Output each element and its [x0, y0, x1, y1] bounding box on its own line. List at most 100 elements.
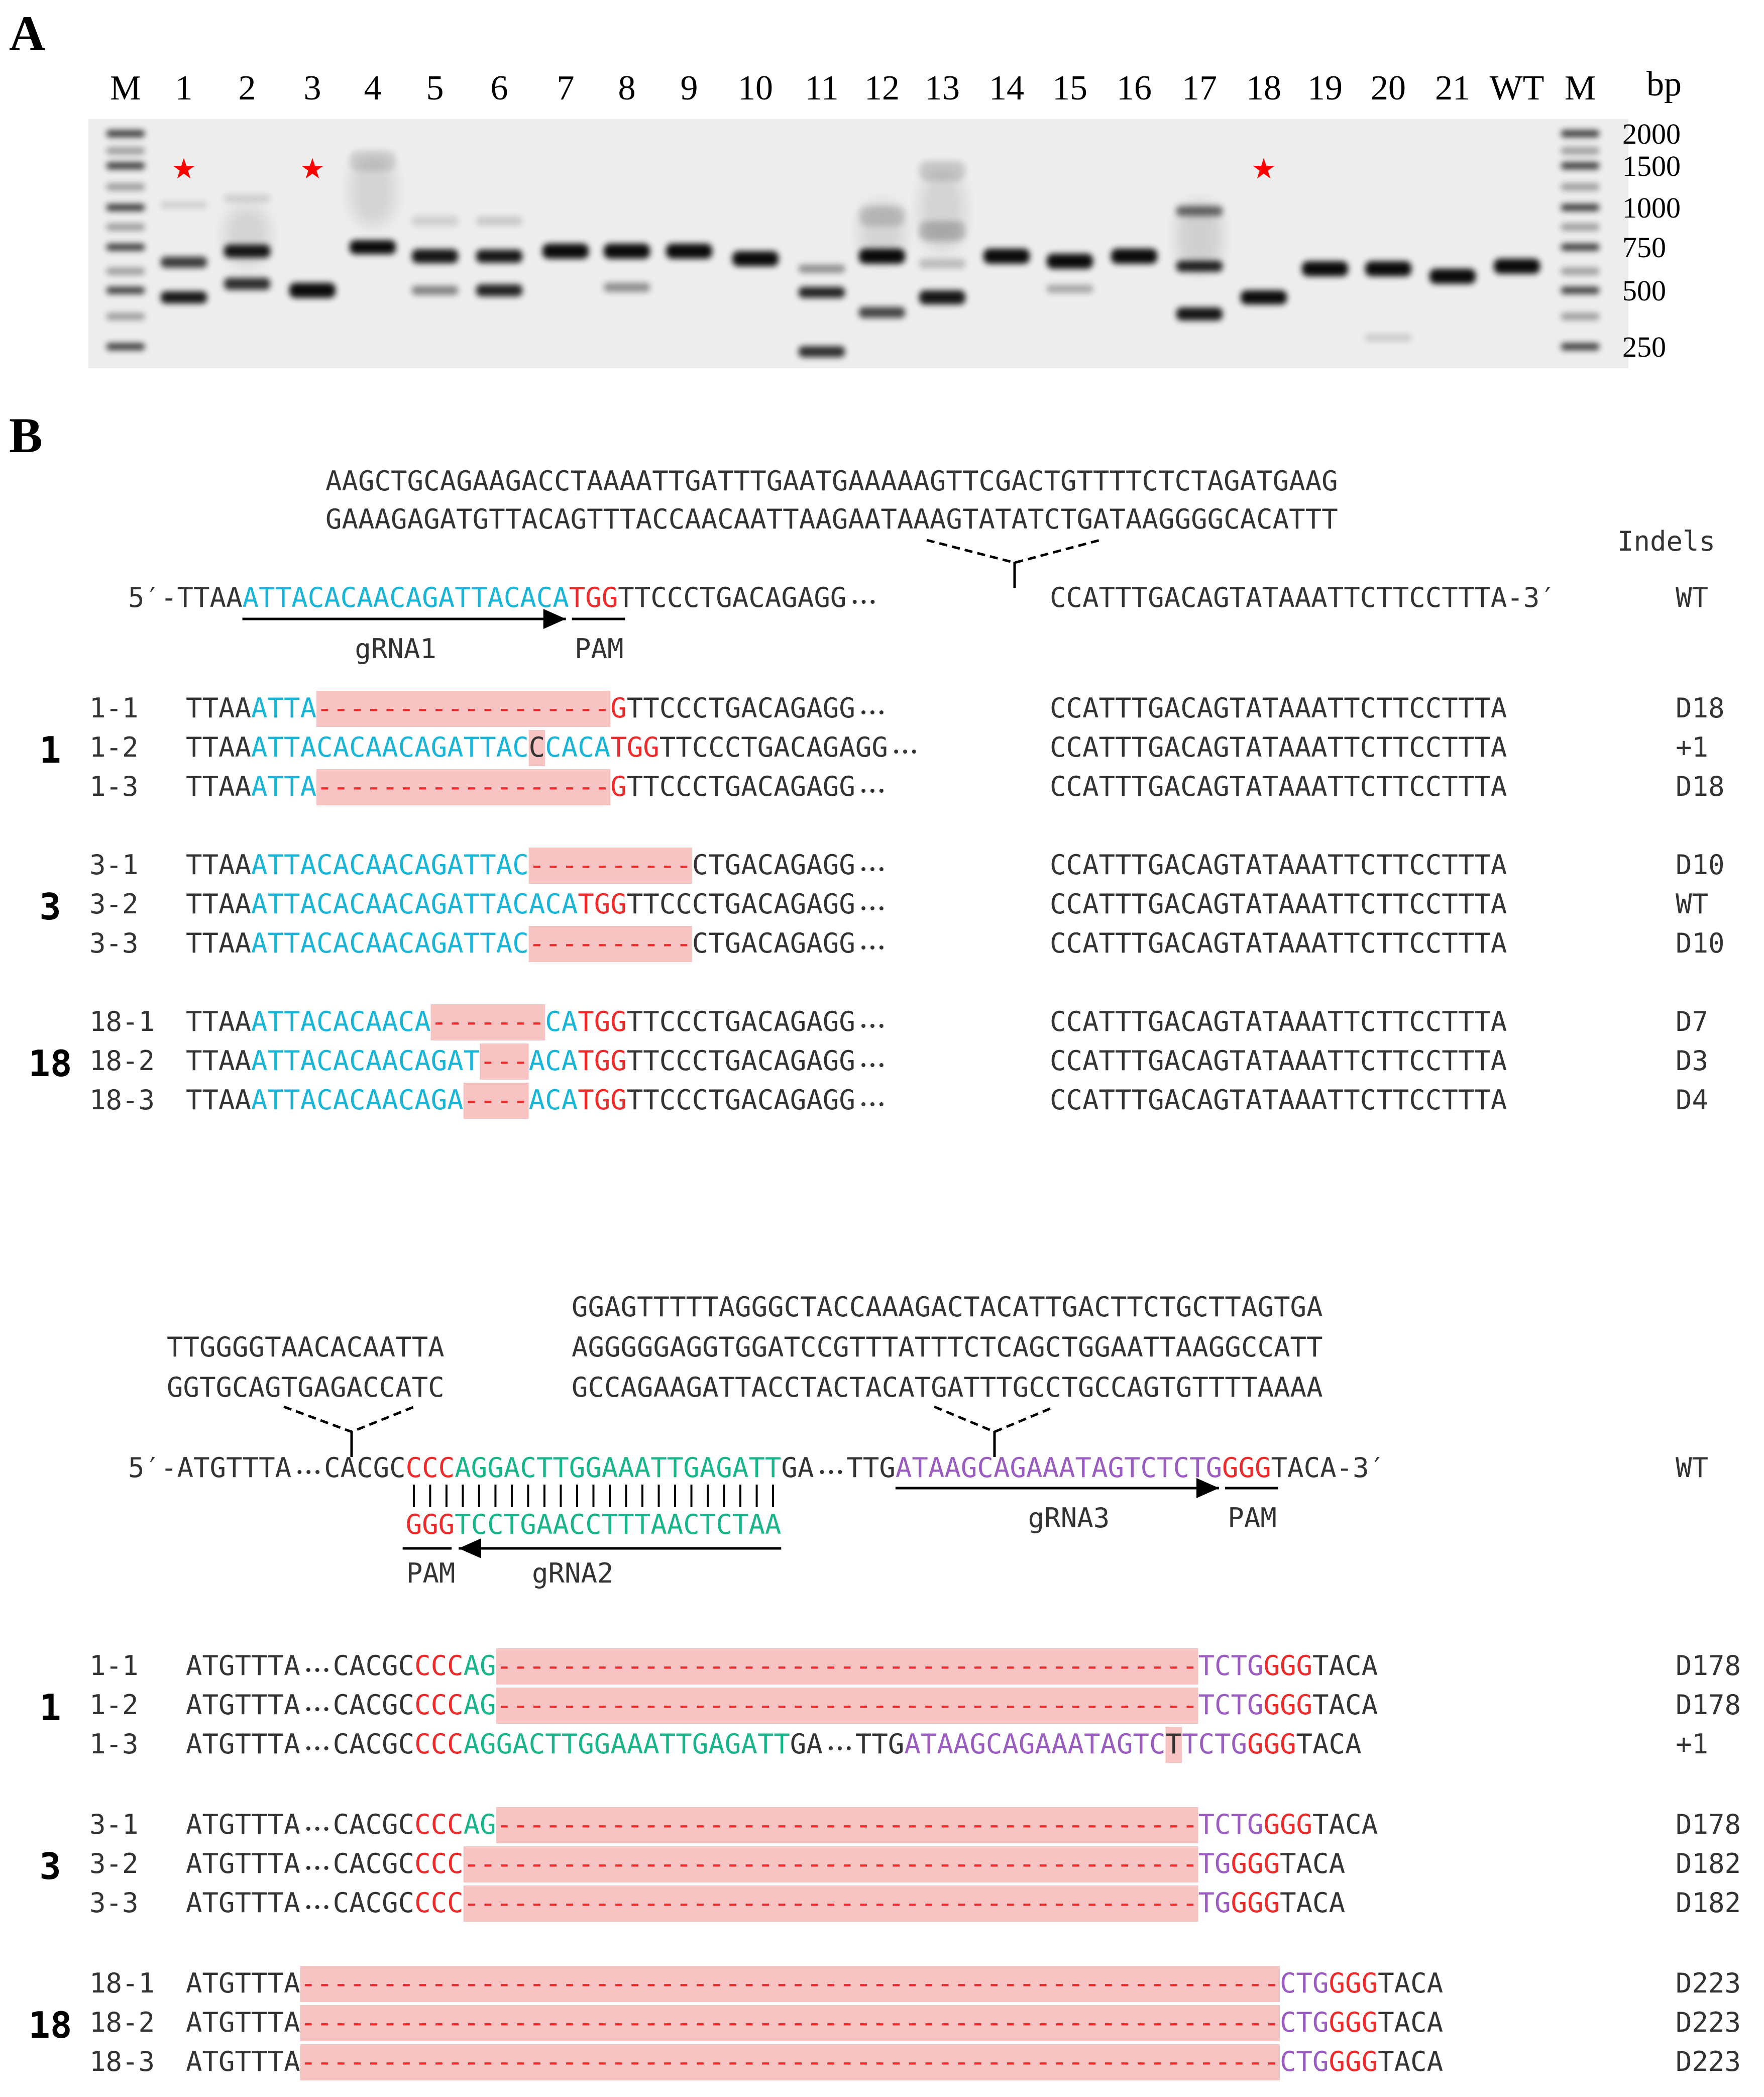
clone-number: 1 — [39, 729, 61, 771]
lane-label: M — [1565, 69, 1596, 108]
gel-band — [225, 206, 270, 266]
sequence-segment: TACA — [1280, 1887, 1345, 1919]
deletion-highlight — [300, 2005, 1280, 2041]
row-id: 3-2 — [89, 1848, 139, 1879]
sequence-right: CCATTTGACAGTATAAATTCTTCCTTTA — [1050, 771, 1507, 802]
deletion-dashes: ------------------ — [316, 771, 610, 802]
sequence-segment: ACA — [529, 1045, 578, 1077]
gel-band — [106, 224, 145, 231]
stars: ★ ★ ★ — [171, 153, 1276, 185]
gel-band — [289, 283, 336, 298]
sequence-segment: ATGTTTA — [186, 1650, 300, 1682]
sequence-segment: T — [1165, 1728, 1182, 1760]
sequence-segment: GGG — [1231, 1887, 1280, 1919]
clone-number: 1 — [39, 1687, 61, 1729]
ellipsis-dots — [861, 1102, 884, 1106]
sequence-segment: CCC — [414, 1689, 464, 1721]
deletion-highlight — [496, 1648, 1198, 1685]
gel-band — [919, 259, 965, 269]
base-pair-ticks — [412, 1485, 775, 1507]
sequence-segment: ATGTTTA — [186, 1887, 300, 1919]
sequence-segment: TACA — [1312, 1809, 1378, 1840]
sequence-segment: GGG — [1329, 2046, 1378, 2077]
gel-band — [106, 183, 145, 190]
ladder-label: 1000 — [1622, 191, 1681, 224]
sequence-right: CCATTTGACAGTATAAATTCTTCCTTTA — [1050, 731, 1507, 763]
sequence-segment: ATGTTTA — [186, 1689, 300, 1721]
alignment-row: 18-2 ATGTTTA -----------------------------… — [89, 2005, 1741, 2041]
clone-number: 18 — [29, 2004, 72, 2046]
sequence-segment: ATTACACAACAGATTAC — [251, 731, 529, 763]
sequence-mid: TTCCCTGACAGAGG — [627, 1045, 855, 1077]
row-id: 18-1 — [89, 1967, 155, 1999]
sequence-segment: ATTACACAACAGAT — [251, 1045, 480, 1077]
indel-value: D10 — [1676, 849, 1725, 881]
alignment-row: 3-2 ATGTTTA ··· CACGC CCC -------------------… — [89, 1846, 1741, 1882]
indels-header: Indels — [1617, 526, 1715, 557]
sequence-segment: CACGC — [333, 1689, 415, 1721]
wt-sequence-segment: CACGC — [324, 1452, 406, 1484]
row-id: 18-1 — [89, 1006, 155, 1037]
sequence-segment: TGG — [578, 1006, 627, 1037]
deletion-dashes: ----------------------------------------… — [464, 1887, 1198, 1919]
sequence-mid: TTCCCTGACAGAGG — [627, 771, 855, 802]
row-id: 1-1 — [89, 1650, 139, 1682]
sequence-segment: ATGTTTA — [186, 1728, 300, 1760]
sequence-right: CCATTTGACAGTATAAATTCTTCCTTTA — [1050, 888, 1507, 920]
wt-grna3-sequence: ATAAGCAGAAATAGTCTCTG — [896, 1452, 1222, 1484]
row-id: 3-2 — [89, 888, 139, 920]
wt-pam-sequence: GGG — [1222, 1452, 1271, 1484]
sequence-mid: TTCCCTGACAGAGG — [627, 1006, 855, 1037]
deletion-highlight — [463, 1083, 529, 1119]
ellipsis-dots — [306, 1746, 328, 1750]
insert-sequence-line: TTGGGGTAACACAATTA — [167, 1331, 445, 1363]
gel-band — [1561, 287, 1599, 294]
ladder-label: 2000 — [1622, 118, 1681, 150]
ellipsis-dots — [306, 1827, 328, 1831]
ladder-label: 250 — [1622, 331, 1666, 363]
gel-band — [542, 244, 589, 259]
gel-band — [1047, 254, 1093, 269]
indel-value: D223 — [1676, 1967, 1741, 1999]
alignment-row: 1-2 ATGTTTA ··· CACGC CCC AG -----------------… — [89, 1688, 1741, 1724]
sequence-segment: GGG — [1329, 2007, 1378, 2038]
sequence-right: CCATTTGACAGTATAAATTCTTCCTTTA — [1050, 1006, 1507, 1037]
sequence-segment: CACGC — [333, 1887, 415, 1919]
gel-band — [1302, 261, 1348, 276]
lane-label: 2 — [239, 69, 256, 108]
lane-label: 4 — [364, 69, 382, 108]
sequence-segment: G — [610, 692, 627, 724]
gel-band — [1176, 307, 1223, 321]
clone-group-1: 11-1 TTAA ATTA ------------------ G TTCCCTGAC… — [39, 691, 1725, 805]
lane-label: 17 — [1182, 69, 1217, 108]
deletion-highlight — [528, 926, 692, 962]
lane-label: 16 — [1117, 69, 1152, 108]
gel-band — [1047, 285, 1093, 293]
alignment-row: 18-1 TTAA ATTACACAACA ------- CA TGG TTCCCTGAC… — [89, 1004, 1708, 1040]
sequence-segment: CTG — [1280, 2007, 1329, 2038]
sequence-segment: ATGTTTA — [186, 1967, 300, 1999]
bp-title: bp — [1646, 65, 1682, 103]
ellipsis-dots — [297, 1470, 320, 1474]
insertion-connector — [934, 1405, 1055, 1433]
alignment-row: 1-3 ATGTTTA ··· CACGC CCC AGGACTTGGAAATTGAGAT… — [89, 1727, 1708, 1763]
sequence-mid: CTGACAGAGG — [692, 927, 855, 959]
sequence-segment: TACA — [1378, 2007, 1443, 2038]
wt-grna1-sequence: ATTACACAACAGATTACACA — [243, 582, 569, 613]
indel-value: D178 — [1676, 1809, 1741, 1840]
clone-group-1: 11-1 ATGTTTA ··· CACGC CCC AG ----------------… — [39, 1648, 1741, 1763]
gel-band — [1561, 162, 1599, 169]
gel-band — [106, 287, 145, 294]
row-id: 18-3 — [89, 2046, 155, 2077]
gel-band — [1494, 259, 1540, 274]
row-id: 18-3 — [89, 1084, 155, 1116]
deletion-highlight — [496, 1807, 1198, 1843]
gel-band — [106, 162, 145, 169]
sequence-segment: CACGC — [333, 1650, 415, 1682]
sequence-segment: TACA — [1378, 1967, 1443, 1999]
ellipsis-text: ··· — [300, 1674, 301, 1675]
insert-sequence-line: GGTGCAGTGAGACCATC — [167, 1372, 445, 1403]
sequence-segment: TTG — [855, 1728, 905, 1760]
wt-sequence-end: TACA-3′ — [1271, 1452, 1386, 1484]
